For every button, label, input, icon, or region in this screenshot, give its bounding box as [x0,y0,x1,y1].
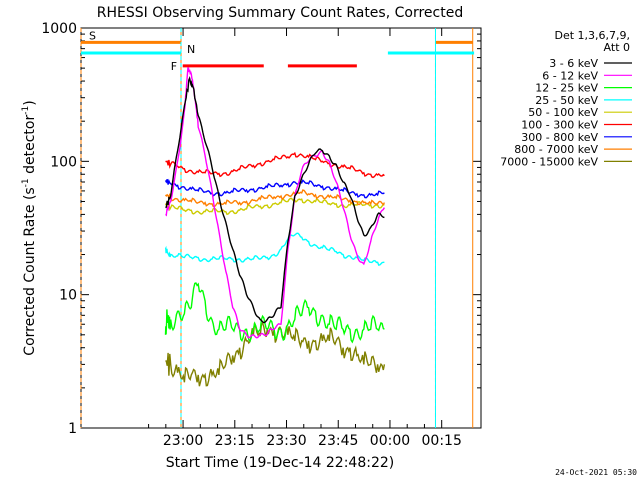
series-line-3-6-kev [165,75,385,324]
y-ticks: 1 10 100 1000 [41,21,481,437]
y-axis-label-text: Corrected Count Rate (s-1 detector-1) [21,100,38,355]
footer-timestamp: 24-Oct-2021 05:30 [555,468,637,477]
x-tick-label: 23:00 [163,433,203,449]
legend-label: 300 - 800 keV [521,131,598,144]
legend-label: 100 - 300 keV [521,119,598,132]
x-axis-label: Start Time (19-Dec-14 22:48:22) [166,455,394,471]
series-line-25-50-kev [164,232,385,266]
plot-frame [80,27,482,429]
legend-label: 50 - 100 keV [528,106,598,119]
plot-area [80,27,482,429]
legend-label: 800 - 7000 keV [514,143,598,156]
legend-label: 25 - 50 keV [535,94,598,107]
series-group [164,67,386,387]
x-ticks: 23:00 23:15 23:30 23:45 00:00 00:15 [148,28,462,449]
x-tick-label: 00:00 [370,433,410,449]
legend-label: 7000 - 15000 keV [500,155,598,168]
legend-header-detectors: Det 1,3,6,7,9, [554,29,630,42]
x-tick-label: 23:45 [318,433,358,449]
saa-flag-label: S [89,29,96,42]
y-tick-label: 1 [68,421,77,437]
series-line-100-300-kev [165,151,385,179]
legend-label: 3 - 6 keV [549,57,598,70]
y-tick-label: 10 [59,288,77,304]
x-tick-label: 23:15 [215,433,255,449]
x-tick-label: 23:30 [266,433,306,449]
y-axis-label: Corrected Count Rate (s-1 detector-1) [21,100,38,355]
x-tick-label: 00:15 [422,433,462,449]
night-flag-label: N [187,43,195,56]
y-tick-label: 1000 [41,21,77,37]
flag-lines: S NF [80,28,475,428]
series-line-12-25-kev [164,282,385,344]
flare-flag-label: F [171,60,177,73]
legend-header-attenuator: Att 0 [604,41,630,54]
chart-title: RHESSI Observing Summary Count Rates, Co… [97,5,463,21]
legend-label: 12 - 25 keV [535,82,598,95]
series-line-800-7000-kev [164,189,386,208]
series-line-50-100-kev [164,197,385,216]
legend-label: 6 - 12 keV [542,69,598,82]
y-tick-label: 100 [50,154,77,170]
